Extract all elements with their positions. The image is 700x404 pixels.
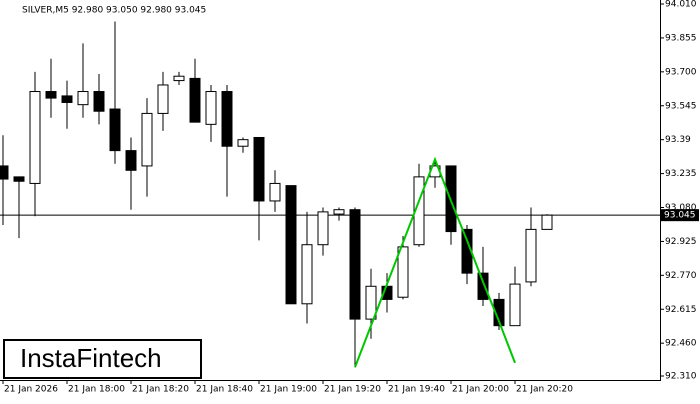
x-tick-label: 21 Jan 19:20 [324,385,381,395]
candle-body [93,91,105,112]
x-tick-label: 21 Jan 2026 [4,385,58,395]
y-tick-label: 92.460 [665,339,697,349]
y-tick-label: 92.925 [665,237,697,247]
x-tick-label: 21 Jan 20:00 [452,385,509,395]
candle-body [397,246,409,298]
candle-body [301,244,313,305]
chart-title: SILVER,M5 92.980 93.050 92.980 93.045 [22,6,206,16]
x-tick-label: 21 Jan 18:40 [196,385,253,395]
pattern-line [354,156,516,368]
candle-body [109,108,121,152]
y-tick-label: 92.310 [665,372,697,382]
candle-body [253,136,265,202]
y-tick-label: 93.235 [665,169,697,179]
candle-body [189,77,201,123]
brand-box [3,339,202,379]
price-tag [661,209,699,222]
candle-body [365,285,377,320]
candle-body [205,91,217,125]
candle-body [157,84,169,114]
candle-body [413,176,425,246]
y-tick-label: 93.855 [665,33,697,43]
candle-body [45,91,57,99]
candle-body [221,91,233,147]
y-tick-label: 92.615 [665,305,697,315]
x-tick-label: 21 Jan 18:20 [132,385,189,395]
y-tick-label: 92.770 [665,271,697,281]
x-tick-label: 21 Jan 19:00 [260,385,317,395]
candle-body [541,214,553,230]
candle-body [77,91,89,106]
y-tick-label: 94.010 [665,0,697,10]
candle-body [141,112,153,167]
candle-body [125,150,137,171]
candle-body [61,95,73,103]
candle-body [333,209,345,215]
price-tag-label: 93.045 [664,211,696,221]
candle-body [237,139,249,147]
y-tick-label: 93.39 [665,135,691,145]
brand-logo: InstaFintech [20,343,162,373]
candle-body [173,75,185,82]
y-tick-label: 93.700 [665,67,697,77]
x-tick-label: 21 Jan 18:00 [68,385,125,395]
x-tick-label: 21 Jan 20:20 [516,385,573,395]
candle-body [525,228,537,283]
candle-body [269,182,281,202]
candle-body [477,272,489,300]
y-tick-label: 93.545 [665,101,697,111]
candle-body [509,283,521,327]
y-tick-label: 93.080 [665,203,697,213]
candle-body [285,185,297,305]
candle-body [493,298,505,327]
candle-body [317,211,329,246]
candle-body [349,209,361,320]
x-tick-label: 21 Jan 19:40 [388,385,445,395]
candle-body [13,176,25,182]
candle-body [29,91,41,184]
candle-body [0,165,9,180]
